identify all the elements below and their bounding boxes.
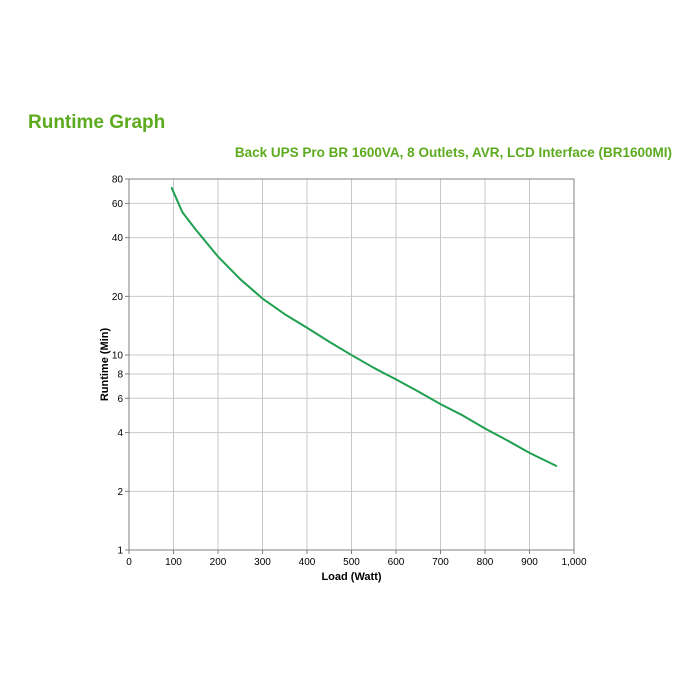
plot-frame [128, 178, 575, 551]
y-tick-label: 80 [112, 175, 124, 186]
chart-title: Runtime Graph [28, 112, 166, 133]
x-tick-label: 800 [477, 557, 494, 568]
x-tick-label: 400 [299, 557, 316, 568]
y-tick-label: 8 [117, 369, 123, 380]
runtime-series-line [170, 186, 558, 467]
x-tick-label: 700 [432, 557, 449, 568]
x-tick-label: 1,000 [561, 557, 586, 568]
y-tick-label: 20 [112, 292, 124, 303]
y-tick-label: 4 [117, 428, 123, 439]
series-layer [170, 186, 558, 467]
y-tick-label: 10 [112, 351, 124, 362]
y-tick-label: 6 [117, 394, 123, 405]
x-tick-label: 100 [165, 557, 182, 568]
x-axis-title: Load (Watt) [321, 571, 381, 583]
tick-labels: 0 100 200 300 400 500 600 700 800 900 1,000 1 2 4 6 8 10… [112, 175, 587, 569]
x-tick-label: 900 [521, 557, 538, 568]
x-tick-label: 200 [210, 557, 227, 568]
chart-subtitle: Back UPS Pro BR 1600VA, 8 Outlets, AVR, … [234, 145, 672, 160]
x-tick-label: 600 [388, 557, 405, 568]
grid-layer [125, 178, 575, 554]
y-tick-label: 2 [117, 487, 123, 498]
y-axis-title: Runtime (Min) [99, 328, 111, 402]
x-tick-label: 500 [343, 557, 360, 568]
y-tick-label: 1 [117, 546, 123, 557]
x-tick-label: 0 [126, 557, 132, 568]
x-tick-label: 300 [254, 557, 271, 568]
y-tick-label: 40 [112, 233, 124, 244]
y-tick-label: 60 [112, 199, 124, 210]
